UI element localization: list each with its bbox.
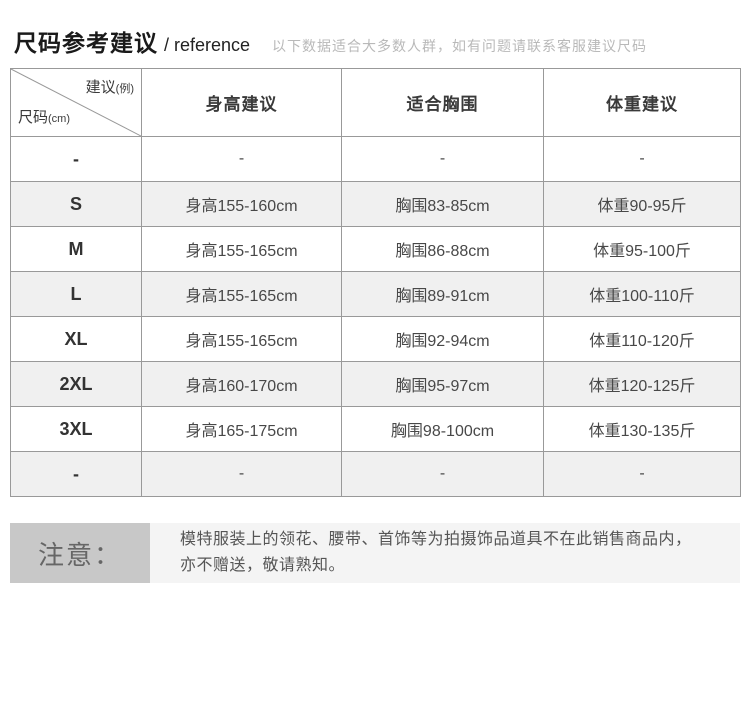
table-row: 3XL 身高165-175cm 胸围98-100cm 体重130-135斤 xyxy=(10,406,741,452)
bust-value: 胸围92-94cm xyxy=(341,316,544,362)
corner-label-size: 尺码(cm) xyxy=(18,109,71,126)
height-value: 身高155-160cm xyxy=(141,181,342,227)
size-label: 3XL xyxy=(10,406,142,452)
size-label: L xyxy=(10,271,142,317)
height-value: 身高155-165cm xyxy=(141,271,342,317)
corner-header-cell: 建议(例) 尺码(cm) xyxy=(10,68,142,137)
diagonal-divider-line xyxy=(11,69,141,136)
column-header-height: 身高建议 xyxy=(141,68,342,137)
page-title: 尺码参考建议 xyxy=(14,30,158,56)
height-value: 身高155-165cm xyxy=(141,316,342,362)
page-header: 尺码参考建议 / reference 以下数据适合大多数人群，如有问题请联系客服… xyxy=(10,0,740,68)
column-header-weight: 体重建议 xyxy=(543,68,741,137)
bust-value: - xyxy=(341,136,544,182)
table-row: XL 身高155-165cm 胸围92-94cm 体重110-120斤 xyxy=(10,316,741,362)
size-label: 2XL xyxy=(10,361,142,407)
bust-value: 胸围95-97cm xyxy=(341,361,544,407)
weight-value: - xyxy=(543,136,741,182)
bust-value: 胸围89-91cm xyxy=(341,271,544,317)
weight-value: - xyxy=(543,451,741,497)
table-row: L 身高155-165cm 胸围89-91cm 体重100-110斤 xyxy=(10,271,741,317)
table-row: 2XL 身高160-170cm 胸围95-97cm 体重120-125斤 xyxy=(10,361,741,407)
notice-section: 注意： 模特服装上的领花、腰带、首饰等为拍摄饰品道具不在此销售商品内， 亦不赠送… xyxy=(10,523,740,583)
weight-value: 体重120-125斤 xyxy=(543,361,741,407)
table-row: M 身高155-165cm 胸围86-88cm 体重95-100斤 xyxy=(10,226,741,272)
table-row: S 身高155-160cm 胸围83-85cm 体重90-95斤 xyxy=(10,181,741,227)
size-guide-page: 尺码参考建议 / reference 以下数据适合大多数人群，如有问题请联系客服… xyxy=(10,0,741,583)
bust-value: 胸围86-88cm xyxy=(341,226,544,272)
size-reference-table: 建议(例) 尺码(cm) 身高建议 适合胸围 体重建议 - - - - S 身高… xyxy=(10,68,741,497)
table-row: - - - - xyxy=(10,136,741,182)
height-value: 身高160-170cm xyxy=(141,361,342,407)
notice-text-line: 亦不赠送，敬请熟知。 xyxy=(180,557,346,574)
size-label: XL xyxy=(10,316,142,362)
bust-value: - xyxy=(341,451,544,497)
column-header-bust: 适合胸围 xyxy=(341,68,544,137)
bust-value: 胸围98-100cm xyxy=(341,406,544,452)
weight-value: 体重100-110斤 xyxy=(543,271,741,317)
weight-value: 体重90-95斤 xyxy=(543,181,741,227)
size-label: - xyxy=(10,136,142,182)
height-value: 身高165-175cm xyxy=(141,406,342,452)
notice-text-line: 模特服装上的领花、腰带、首饰等为拍摄饰品道具不在此销售商品内， xyxy=(180,531,692,549)
page-subtitle: 以下数据适合大多数人群，如有问题请联系客服建议尺码 xyxy=(272,38,648,54)
size-label: S xyxy=(10,181,142,227)
table-row: - - - - xyxy=(10,451,741,497)
notice-label: 注意： xyxy=(10,523,150,583)
notice-text: 模特服装上的领花、腰带、首饰等为拍摄饰品道具不在此销售商品内， 亦不赠送，敬请熟… xyxy=(150,523,740,583)
weight-value: 体重95-100斤 xyxy=(543,226,741,272)
size-label: M xyxy=(10,226,142,272)
bust-value: 胸围83-85cm xyxy=(341,181,544,227)
page-title-suffix: / reference xyxy=(164,35,251,55)
height-value: 身高155-165cm xyxy=(141,226,342,272)
table-header-row: 建议(例) 尺码(cm) 身高建议 适合胸围 体重建议 xyxy=(10,68,741,137)
size-label: - xyxy=(10,451,142,497)
corner-label-suggestion: 建议(例) xyxy=(85,79,134,96)
weight-value: 体重110-120斤 xyxy=(543,316,741,362)
height-value: - xyxy=(141,451,342,497)
height-value: - xyxy=(141,136,342,182)
weight-value: 体重130-135斤 xyxy=(543,406,741,452)
